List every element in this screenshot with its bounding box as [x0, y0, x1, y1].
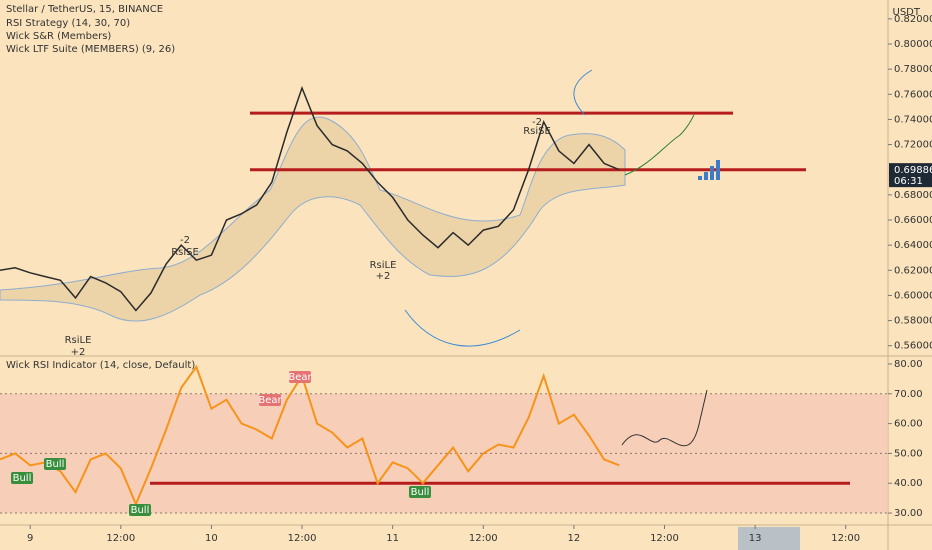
- y-tick-label: 0.82000: [894, 14, 932, 25]
- signal-label: Bull: [131, 505, 150, 516]
- x-tick-label: 12:00: [288, 533, 317, 544]
- symbol-title: Stellar / TetherUS, 15, BINANCE: [6, 4, 163, 15]
- signal-label: RsiSE: [171, 247, 199, 258]
- rsi-title: Wick RSI Indicator (14, close, Default): [6, 360, 195, 371]
- y-tick-label: 0.74000: [894, 114, 932, 125]
- y-tick-label: 0.72000: [894, 140, 932, 151]
- rsi-line: [0, 364, 620, 507]
- x-tick-label: 12:00: [469, 533, 498, 544]
- drawing: [621, 389, 708, 447]
- time-highlight: [738, 527, 800, 550]
- y-tick-label: 0.66000: [894, 215, 932, 226]
- y-tick-label: 40.00: [894, 478, 923, 489]
- y-tick-label: 30.00: [894, 508, 923, 519]
- countdown: 06:31: [894, 176, 923, 187]
- signal-label: +2: [71, 347, 86, 358]
- price-line: [0, 85, 620, 312]
- drawing: [573, 69, 593, 116]
- signal-label: Bear: [258, 395, 282, 406]
- y-tick-label: 0.68000: [894, 190, 932, 201]
- indicator-label: Wick S&R (Members): [6, 31, 111, 42]
- x-tick-label: 13: [749, 533, 762, 544]
- drawing: [624, 114, 695, 176]
- y-tick-label: 0.60000: [894, 290, 932, 301]
- y-tick-label: 0.62000: [894, 265, 932, 276]
- x-tick-label: 10: [205, 533, 218, 544]
- x-tick-label: 12:00: [650, 533, 679, 544]
- y-tick-label: 0.78000: [894, 64, 932, 75]
- signal-label: Bull: [411, 487, 430, 498]
- y-tick-label: 0.76000: [894, 89, 932, 100]
- signal-label: RsiSE: [523, 126, 551, 137]
- indicator-label: Wick LTF Suite (MEMBERS) (9, 26): [6, 44, 175, 55]
- last-price-box: [889, 163, 932, 188]
- x-tick-label: 11: [386, 533, 399, 544]
- signal-badge: [409, 486, 431, 498]
- icon-bar: [698, 176, 702, 180]
- signal-badge: [259, 394, 281, 406]
- signal-label: Bull: [13, 473, 32, 484]
- last-price: 0.69886: [894, 165, 932, 176]
- drawing: [404, 309, 521, 347]
- y-tick-label: 70.00: [894, 389, 923, 400]
- y-tick-label: 60.00: [894, 419, 923, 430]
- y-tick-label: 0.58000: [894, 316, 932, 327]
- signal-label: RsiLE: [370, 260, 397, 271]
- x-tick-label: 9: [27, 533, 33, 544]
- signal-label: -2: [180, 235, 190, 246]
- icon-bar: [710, 166, 714, 180]
- signal-badge: [129, 504, 151, 516]
- currency: USDT: [893, 7, 921, 18]
- signal-badge: [289, 371, 311, 383]
- y-tick-label: 50.00: [894, 448, 923, 459]
- signal-label: +2: [376, 271, 391, 282]
- y-tick-label: 0.56000: [894, 341, 932, 352]
- icon-bar: [716, 160, 720, 180]
- signal-badge: [44, 458, 66, 470]
- x-tick-label: 12: [568, 533, 581, 544]
- signal-label: Bear: [288, 372, 312, 383]
- signal-label: -2: [532, 117, 542, 128]
- signal-badge: [11, 472, 33, 484]
- band-decoration: [0, 116, 626, 322]
- y-tick-label: 80.00: [894, 359, 923, 370]
- icon-bar: [704, 172, 708, 180]
- y-tick-label: 0.80000: [894, 39, 932, 50]
- indicator-label: RSI Strategy (14, 30, 70): [6, 18, 130, 29]
- x-tick-label: 12:00: [831, 533, 860, 544]
- x-tick-label: 12:00: [106, 533, 135, 544]
- signal-label: RsiLE: [65, 335, 92, 346]
- signal-label: Bull: [46, 459, 65, 470]
- y-tick-label: 0.64000: [894, 240, 932, 251]
